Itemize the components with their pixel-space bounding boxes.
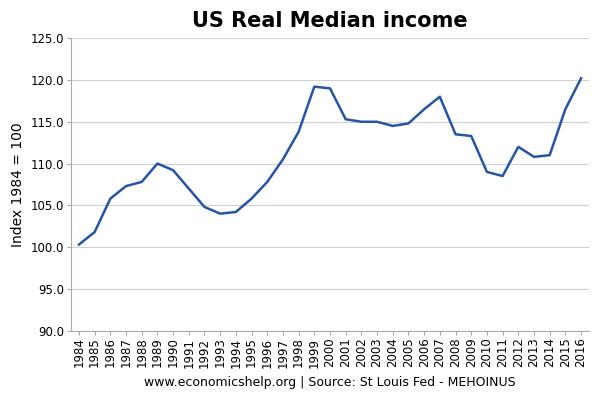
X-axis label: www.economicshelp.org | Source: St Louis Fed - MEHOINUS: www.economicshelp.org | Source: St Louis… — [144, 376, 516, 389]
Y-axis label: Index 1984 = 100: Index 1984 = 100 — [11, 122, 25, 247]
Title: US Real Median income: US Real Median income — [192, 11, 468, 31]
